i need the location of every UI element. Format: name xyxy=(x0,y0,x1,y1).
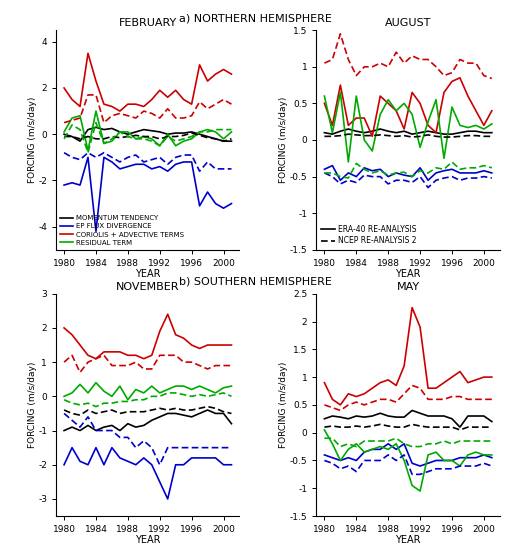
Text: a) NORTHERN HEMISPHERE: a) NORTHERN HEMISPHERE xyxy=(178,14,331,24)
X-axis label: YEAR: YEAR xyxy=(394,535,420,546)
Title: NOVEMBER: NOVEMBER xyxy=(116,282,179,292)
Title: FEBRUARY: FEBRUARY xyxy=(119,18,177,28)
Legend: MOMENTUM TENDENCY, EP FLUX DIVERGENCE, CORIOLIS + ADVECTIVE TERMS, RESIDUAL TERM: MOMENTUM TENDENCY, EP FLUX DIVERGENCE, C… xyxy=(60,215,184,247)
Title: MAY: MAY xyxy=(396,282,419,292)
Y-axis label: FORCING (m/s/day): FORCING (m/s/day) xyxy=(279,362,288,448)
X-axis label: YEAR: YEAR xyxy=(135,535,160,546)
Y-axis label: FORCING (m/s/day): FORCING (m/s/day) xyxy=(28,97,37,183)
X-axis label: YEAR: YEAR xyxy=(394,269,420,279)
Y-axis label: FORCING (m/s/day): FORCING (m/s/day) xyxy=(27,362,37,448)
X-axis label: YEAR: YEAR xyxy=(135,269,160,279)
Text: b) SOUTHERN HEMISPHERE: b) SOUTHERN HEMISPHERE xyxy=(178,276,331,286)
Legend: ERA-40 RE-ANALYSIS, NCEP RE-ANALYSIS 2: ERA-40 RE-ANALYSIS, NCEP RE-ANALYSIS 2 xyxy=(320,224,416,246)
Title: AUGUST: AUGUST xyxy=(384,18,431,28)
Y-axis label: FORCING (m/s/day): FORCING (m/s/day) xyxy=(279,97,288,183)
